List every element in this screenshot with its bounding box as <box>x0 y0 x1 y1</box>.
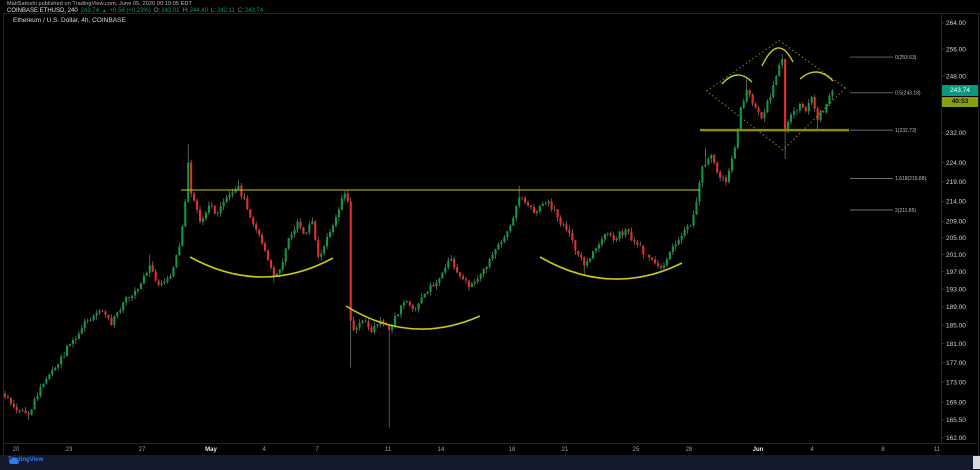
time-tick-label: May <box>205 447 217 453</box>
time-tick-label: Jun <box>753 447 764 453</box>
time-axis[interactable]: 20 23 27 May 4 7 11 14 18 21 25 28 Jun 4 8 11 <box>13 447 941 453</box>
price-change: +0.56 (+0.23%) <box>109 7 151 14</box>
time-tick-label: 21 <box>562 447 569 453</box>
time-tick-label: 14 <box>438 447 445 453</box>
price-tick-label: 256.00 <box>946 46 966 53</box>
open-label: O: <box>153 7 161 14</box>
tradingview-link[interactable]: TradingView <box>8 457 44 464</box>
price-tick-label: 165.50 <box>946 417 966 424</box>
price-tick-label: 214.00 <box>946 199 966 206</box>
tradingview-label: TradingView <box>8 457 44 463</box>
price-tick-label: 177.00 <box>946 360 966 367</box>
price-tick-label: 219.00 <box>946 179 966 186</box>
axis-lines <box>3 14 977 444</box>
change-arrow-icon: ▲ <box>102 7 107 13</box>
price-tick-label: 173.00 <box>946 379 966 386</box>
close-label: C: <box>237 7 244 14</box>
price-tick-label: 193.00 <box>946 286 966 293</box>
high-label: H: <box>182 7 189 14</box>
chart-legend-title[interactable]: Ethereum / U.S. Dollar, 4h, COINBASE <box>13 17 126 24</box>
price-tick-label: 201.00 <box>946 252 966 259</box>
candlestick-layer <box>3 59 834 415</box>
time-tick-label: 7 <box>315 447 319 453</box>
last-price-tag: 243.74 <box>942 85 978 97</box>
rounded-top-arc <box>799 71 834 82</box>
tradingview-cloud-icon <box>9 457 19 464</box>
last-price: 243.74 <box>80 7 100 14</box>
high-value: 244.40 <box>189 7 208 14</box>
drawing-layer[interactable] <box>181 40 849 330</box>
fib-extension-layer[interactable]: 0(253.63) 0.5(243.18) 1(232.73) 1.618(219.8… <box>850 55 926 214</box>
scroll-corner <box>973 456 980 469</box>
bottom-bar <box>0 455 980 470</box>
fib-level-label: 1(232.73) <box>895 128 917 134</box>
price-tick-label: 264.00 <box>946 20 966 27</box>
diamond-pattern-edge <box>706 90 784 151</box>
rounded-top-arc <box>721 74 753 85</box>
time-tick-label: 20 <box>13 447 20 453</box>
time-tick-label: 11 <box>934 447 941 453</box>
time-tick-label: 28 <box>686 447 693 453</box>
time-tick-label: 8 <box>881 447 885 453</box>
time-tick-label: 11 <box>385 447 392 453</box>
low-value: 242.11 <box>216 7 235 14</box>
price-tick-label: 205.00 <box>946 235 966 242</box>
fib-level-label: 1.618(219.88) <box>895 176 926 182</box>
open-value: 243.01 <box>161 7 180 14</box>
close-value: 243.74 <box>244 7 264 14</box>
rounded-bottom-arc <box>189 256 334 278</box>
diamond-pattern-edge <box>782 87 846 151</box>
time-tick-label: 18 <box>509 447 516 453</box>
price-tick-label: 248.00 <box>946 73 966 80</box>
price-tick-label: 185.00 <box>946 322 966 329</box>
price-tick-label: 181.00 <box>946 341 966 348</box>
time-tick-label: 23 <box>66 447 73 453</box>
candle-wicks-layer <box>4 54 833 428</box>
fib-level-label: 2(211.85) <box>895 208 916 214</box>
rounded-bottom-arc <box>345 305 481 330</box>
time-tick-label: 4 <box>810 447 814 453</box>
diamond-pattern-edge <box>778 40 846 89</box>
price-tick-label: 224.00 <box>946 160 966 167</box>
bar-close-countdown-tag: 40:53 <box>942 97 978 108</box>
diamond-pattern-edge <box>706 40 780 92</box>
published-byline: MatiSatoshi published on TradingView.com… <box>7 1 192 7</box>
fib-level-label: 0.5(243.18) <box>895 91 921 97</box>
symbol-quote-row: COINBASE:ETHUSD, 240 243.74 ▲ +0.56 (+0.… <box>7 8 263 14</box>
price-tick-label: 197.00 <box>946 269 966 276</box>
time-tick-label: 27 <box>139 447 146 453</box>
price-tick-label: 189.00 <box>946 304 966 311</box>
price-tick-label: 232.00 <box>946 130 966 137</box>
price-tick-label: 169.00 <box>946 399 966 406</box>
rounded-bottom-arc <box>539 256 683 280</box>
price-tick-label: 209.00 <box>946 219 966 226</box>
fib-level-label: 0(253.63) <box>895 55 917 61</box>
symbol-name[interactable]: COINBASE:ETHUSD, 240 <box>7 7 78 14</box>
low-label: L: <box>210 7 216 14</box>
price-axis[interactable]: 264.00 256.00 248.00 232.00 224.00 219.00 214.… <box>941 20 967 442</box>
time-tick-label: 4 <box>262 447 266 453</box>
rounded-top-arc <box>761 47 794 67</box>
price-tick-label: 162.00 <box>946 435 966 442</box>
time-tick-label: 25 <box>633 447 640 453</box>
